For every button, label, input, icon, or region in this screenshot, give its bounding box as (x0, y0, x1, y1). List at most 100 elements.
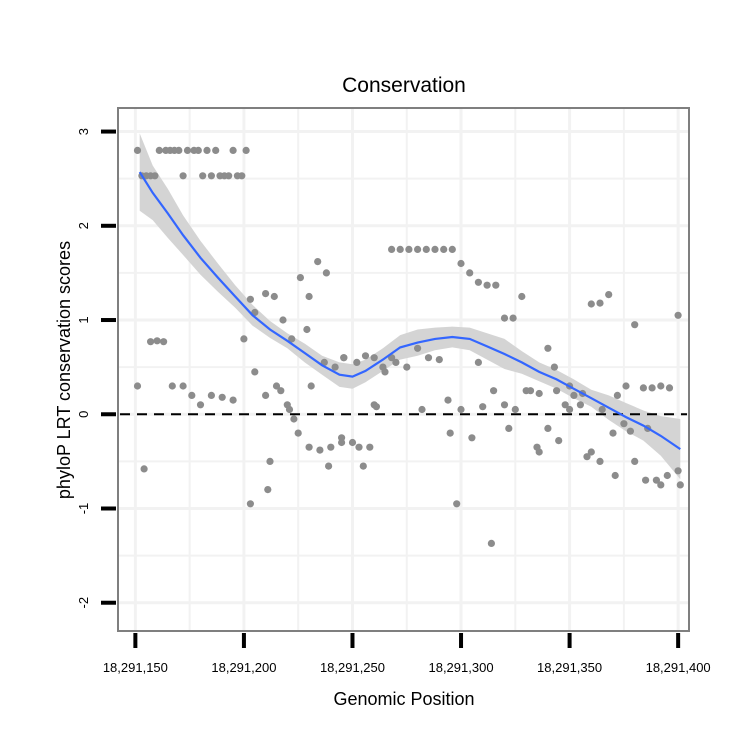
data-point (361, 352, 370, 360)
data-point (277, 387, 285, 395)
data-point (155, 146, 163, 154)
data-point (453, 500, 461, 508)
data-point (414, 344, 422, 352)
data-point (457, 259, 465, 268)
data-point (294, 429, 302, 437)
data-point (605, 291, 613, 299)
data-point (183, 146, 192, 154)
data-point (303, 325, 311, 334)
data-point (535, 448, 543, 456)
data-point (422, 245, 430, 253)
data-point (435, 356, 443, 364)
data-point (246, 295, 254, 303)
plot-panel (118, 108, 689, 631)
y-tick-label: 3 (76, 128, 91, 135)
y-tick-label: 2 (76, 222, 91, 229)
data-point (199, 172, 207, 180)
data-point (238, 172, 246, 180)
data-point (229, 396, 237, 404)
y-axis: -2 -1 0 1 2 3 (76, 128, 116, 608)
data-point (147, 338, 155, 346)
data-point (440, 245, 448, 253)
data-point (576, 401, 585, 409)
data-point (474, 278, 482, 286)
data-point (492, 281, 500, 289)
data-point (372, 403, 380, 411)
data-point (225, 172, 233, 180)
data-point (240, 335, 248, 343)
data-point (611, 471, 619, 480)
data-point (444, 396, 452, 404)
data-point (262, 290, 270, 298)
data-point (468, 434, 476, 442)
data-point (133, 146, 142, 154)
data-point (674, 467, 682, 475)
data-point (279, 316, 287, 324)
data-point (316, 446, 324, 454)
data-point (550, 363, 559, 371)
data-point (153, 337, 161, 345)
data-point (570, 391, 578, 399)
data-point (544, 424, 552, 432)
data-point (338, 434, 346, 442)
data-point (305, 443, 313, 451)
data-point (262, 391, 270, 399)
data-point (270, 292, 278, 301)
data-point (288, 335, 296, 343)
data-point (212, 146, 220, 154)
data-point (353, 358, 361, 366)
data-point (598, 405, 606, 414)
data-point (555, 437, 563, 445)
data-point (674, 311, 682, 319)
data-point (340, 354, 348, 362)
data-point (264, 486, 272, 494)
x-tick-label: 18,291,250 (320, 660, 385, 675)
data-point (642, 476, 650, 484)
data-point (327, 443, 335, 451)
data-point (207, 391, 215, 399)
data-point (544, 344, 552, 352)
data-point (229, 146, 237, 154)
data-point (348, 438, 357, 447)
smooth-line-layer (138, 171, 681, 451)
data-point (648, 384, 656, 392)
data-point (405, 245, 413, 253)
data-point (242, 146, 250, 154)
data-point (490, 387, 498, 395)
data-point (194, 146, 202, 154)
x-tick-label: 18,291,300 (428, 660, 493, 675)
data-point (305, 292, 313, 301)
data-point (296, 274, 304, 282)
data-point (366, 443, 374, 451)
data-point (483, 281, 491, 289)
data-point (266, 457, 274, 465)
data-point (652, 476, 661, 484)
data-point (474, 358, 482, 366)
data-point (511, 405, 519, 414)
data-point (631, 321, 639, 329)
data-point (487, 539, 495, 548)
x-axis: 18,291,150 18,291,200 18,291,250 18,291,300… (103, 633, 711, 675)
data-point (676, 481, 684, 489)
data-point (396, 245, 404, 253)
data-point (151, 172, 159, 180)
data-point (272, 382, 281, 390)
data-point (620, 420, 628, 428)
data-point (587, 300, 595, 308)
data-point (639, 384, 648, 392)
data-point (631, 457, 639, 465)
data-point (140, 465, 148, 473)
data-point (325, 462, 333, 470)
data-point (320, 358, 328, 366)
data-point (160, 338, 168, 346)
data-point (500, 314, 509, 322)
data-point (609, 429, 617, 437)
y-tick-label: 1 (76, 316, 91, 323)
plot-panel-border (117, 107, 690, 632)
data-point (622, 382, 630, 390)
x-tick-label: 18,291,350 (537, 660, 602, 675)
data-point (285, 405, 294, 414)
data-point (448, 245, 456, 253)
data-point (251, 368, 259, 376)
